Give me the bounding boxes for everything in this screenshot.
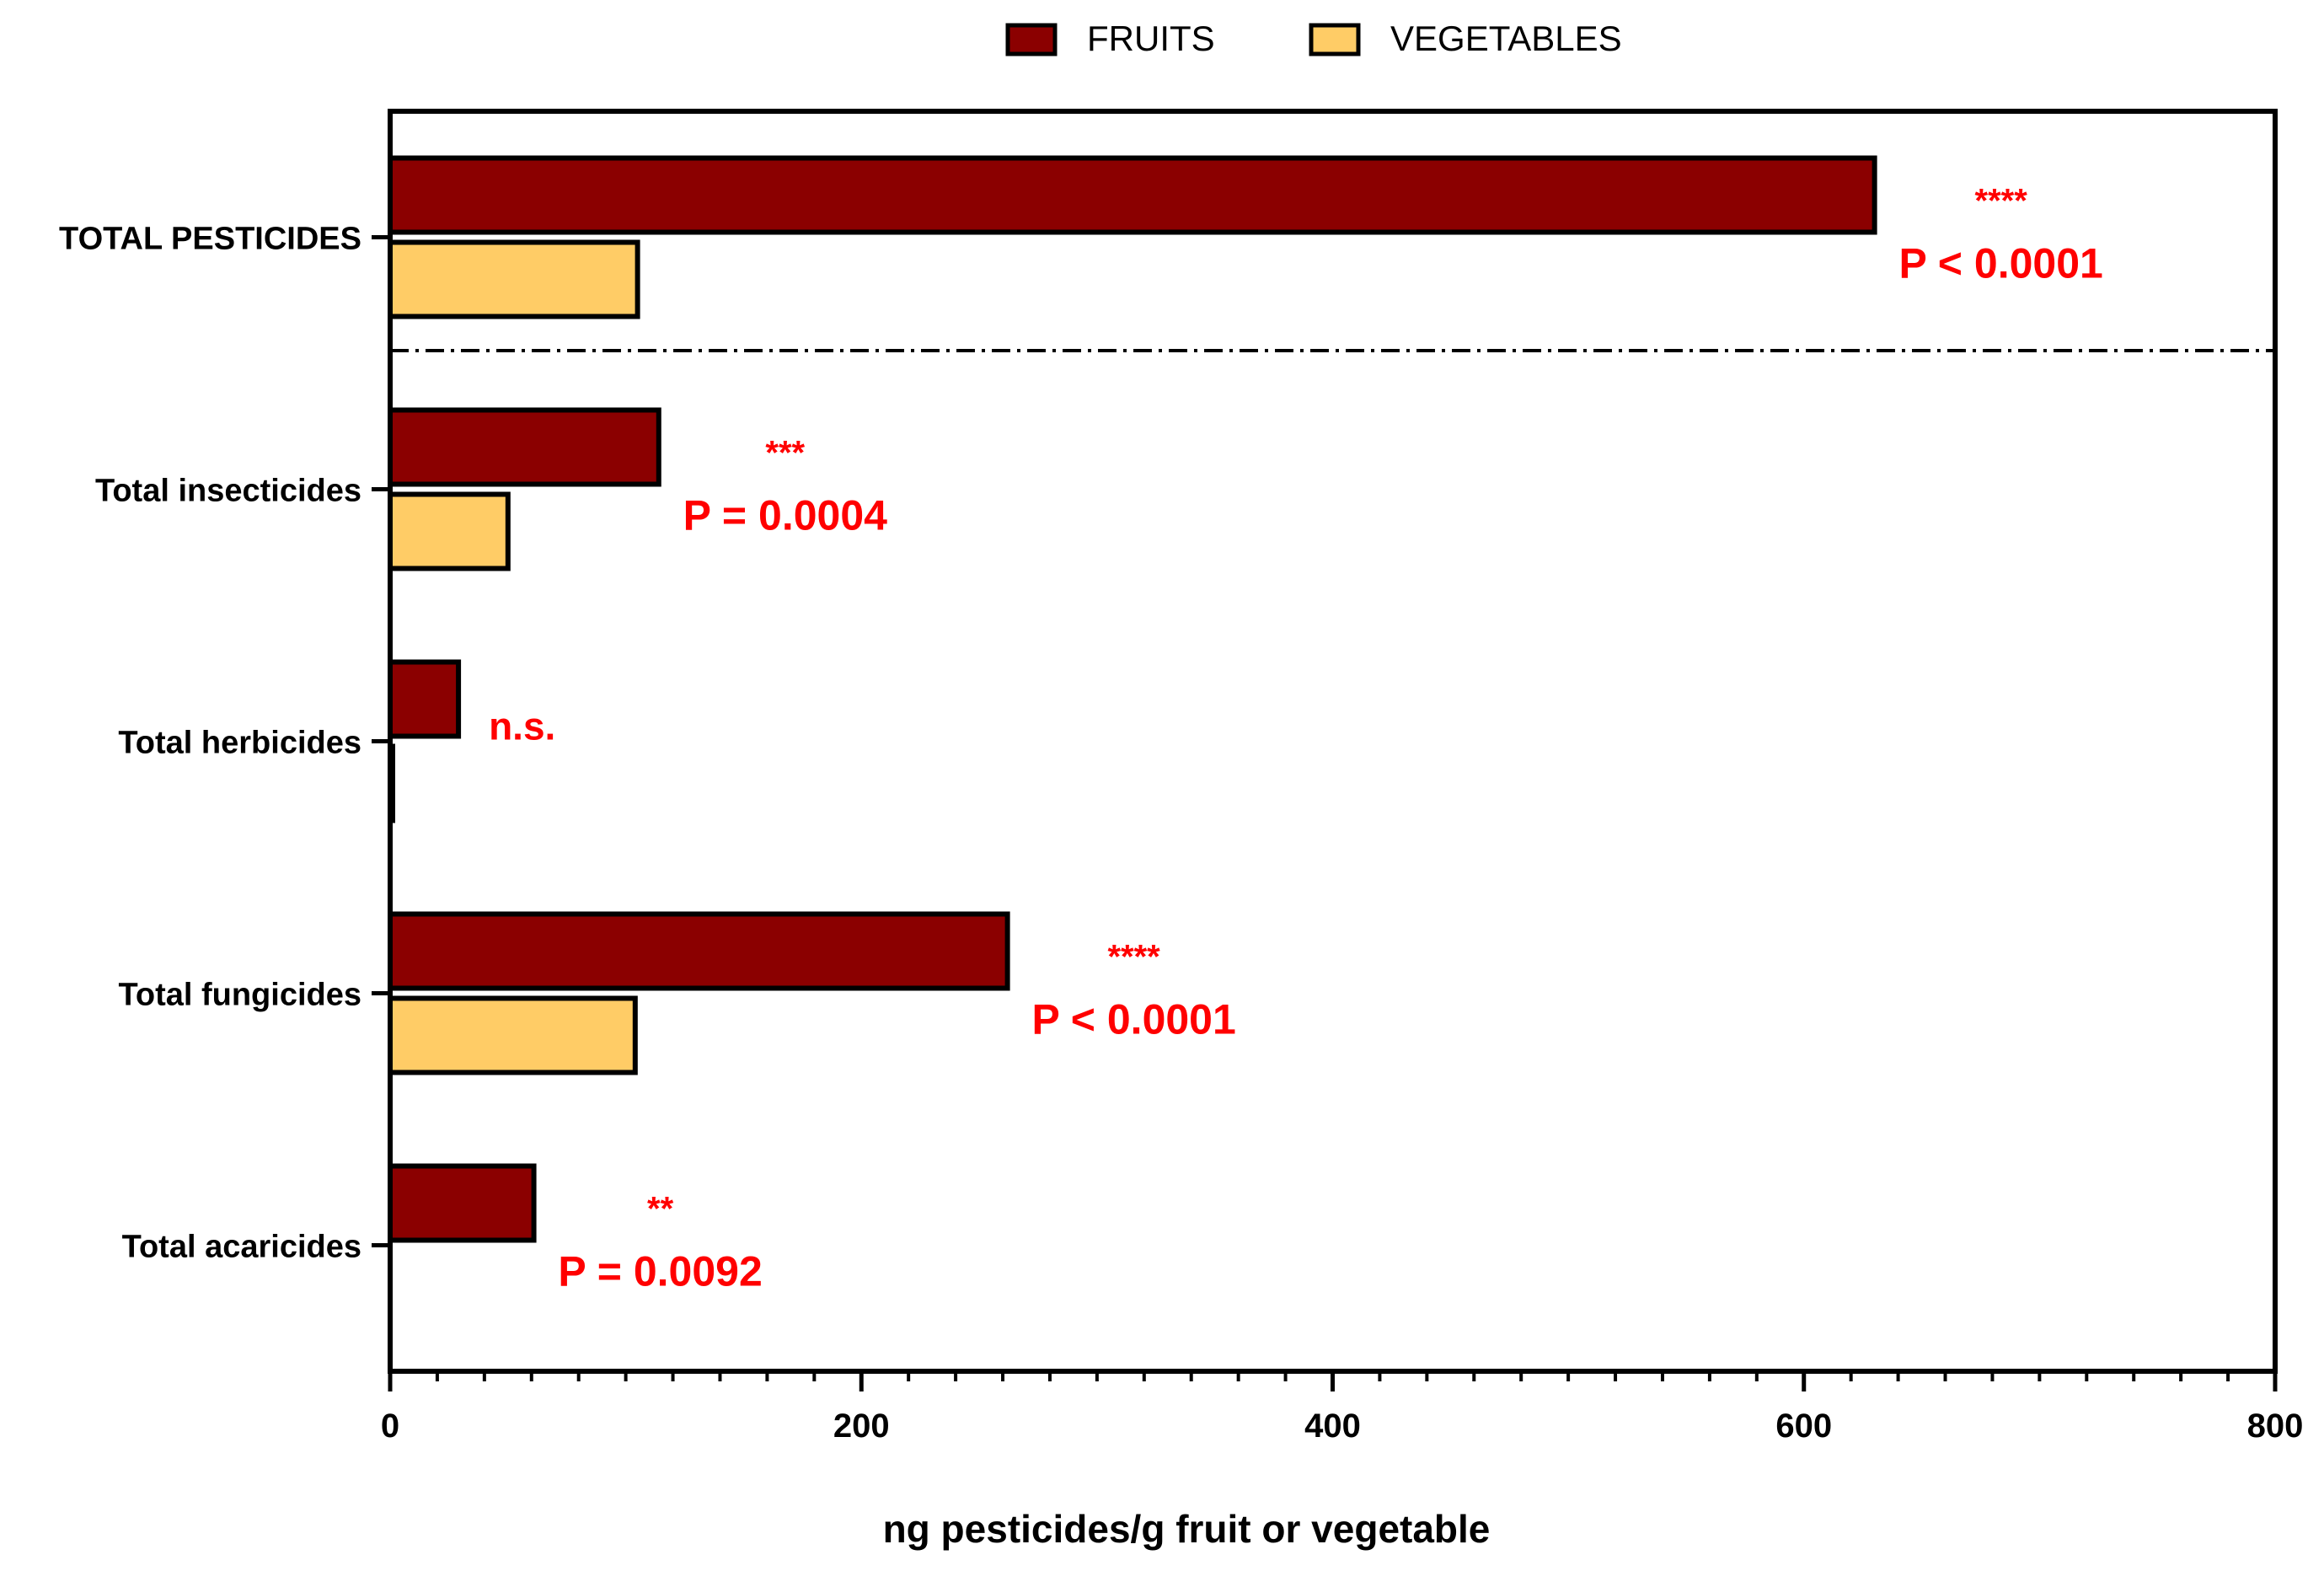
annotation-pvalue-total-fungicides: P < 0.0001: [1031, 996, 1235, 1043]
bar-fruits-total-fungicides: [388, 911, 1010, 991]
x-tick-label-200: 200: [833, 1407, 890, 1445]
annotation-stars-total-insecticides: ***: [765, 435, 805, 472]
legend-label-fruits: FRUITS: [1087, 19, 1215, 58]
bar-fruits-total-insecticides: [388, 407, 661, 487]
x-axis-title: ng pesticides/g fruit or vegetable: [883, 1507, 1491, 1551]
y-tick-label-total-acaricides: Total acaricides: [122, 1230, 361, 1265]
x-tick-label-400: 400: [1304, 1407, 1361, 1445]
annotation-pvalue-total-insecticides: P = 0.0004: [683, 492, 888, 539]
bar-fruits-total-herbicides: [388, 659, 462, 739]
bar-vegetables-total-fungicides: [388, 995, 638, 1075]
annotation-pvalue-total-acaricides: P = 0.0092: [558, 1248, 762, 1295]
y-tick-label-total-fungicides: Total fungicides: [118, 978, 361, 1013]
y-tick-label-total-herbicides: Total herbicides: [118, 726, 361, 761]
legend: FRUITS VEGETABLES: [1005, 19, 1622, 58]
bar-vegetables-total-pesticides: [388, 239, 640, 319]
bar-fruits-total-acaricides: [388, 1163, 537, 1243]
y-tick-label-total-pesticides: TOTAL PESTICIDES: [59, 222, 361, 257]
plot-frame: [388, 109, 2278, 1374]
annotation-pvalue-total-herbicides: n.s.: [489, 705, 555, 748]
x-tick-label-800: 800: [2247, 1407, 2304, 1445]
annotation-stars-total-fungicides: ****: [1107, 939, 1160, 976]
legend-label-vegetables: VEGETABLES: [1390, 19, 1622, 58]
bar-fruits-total-pesticides: [388, 155, 1877, 235]
plot-area: TOTAL PESTICIDES **** P < 0.0001 Total inse…: [59, 109, 2304, 1445]
annotation-stars-total-pesticides: ****: [1975, 183, 2028, 220]
y-tick-label-total-insecticides: Total insecticides: [95, 474, 361, 509]
legend-swatch-fruits: [1005, 23, 1058, 56]
legend-swatch-vegetables: [1309, 23, 1361, 56]
annotation-stars-total-acaricides: **: [647, 1191, 674, 1228]
x-tick-label-600: 600: [1775, 1407, 1832, 1445]
annotation-pvalue-total-pesticides: P < 0.0001: [1898, 240, 2102, 287]
x-tick-label-0: 0: [381, 1407, 399, 1445]
bar-vegetables-total-insecticides: [388, 491, 511, 571]
